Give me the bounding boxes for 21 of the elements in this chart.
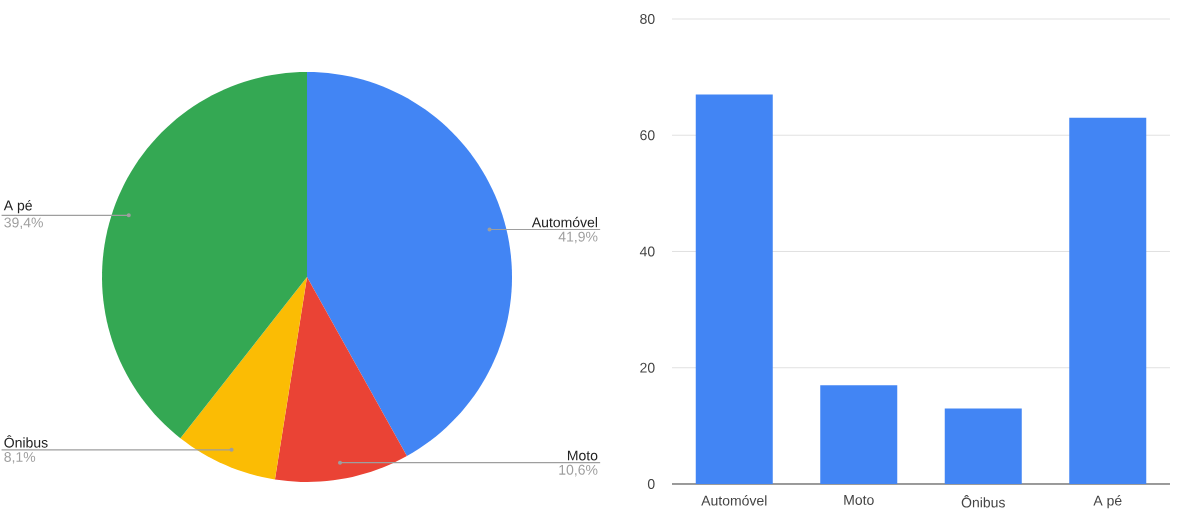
slice-label: Ônibus bbox=[4, 435, 48, 448]
bar bbox=[820, 385, 898, 484]
slice-label: Automóvel bbox=[531, 216, 598, 228]
bar bbox=[944, 408, 1022, 484]
y-tick-label: 20 bbox=[640, 362, 655, 373]
y-tick-label: 60 bbox=[640, 130, 655, 141]
bar bbox=[1069, 117, 1147, 484]
x-tick-label: Automóvel bbox=[701, 495, 767, 506]
y-tick-label: 0 bbox=[647, 479, 655, 489]
y-tick-label: 40 bbox=[639, 246, 655, 257]
bar bbox=[695, 94, 773, 484]
y-tick-label: 80 bbox=[640, 14, 655, 24]
data-label: 10,6% bbox=[559, 464, 598, 477]
x-tick-label: Moto bbox=[844, 495, 874, 505]
data-label: 39,4% bbox=[4, 217, 43, 230]
data-label: 41,9% bbox=[558, 231, 598, 244]
x-tick-label: Ônibus bbox=[961, 495, 1005, 508]
x-tick-label: A pé bbox=[1093, 495, 1122, 509]
slice-label: A pé bbox=[3, 199, 32, 214]
slice-label: Moto bbox=[567, 450, 598, 461]
data-label: 8,1% bbox=[4, 452, 36, 464]
